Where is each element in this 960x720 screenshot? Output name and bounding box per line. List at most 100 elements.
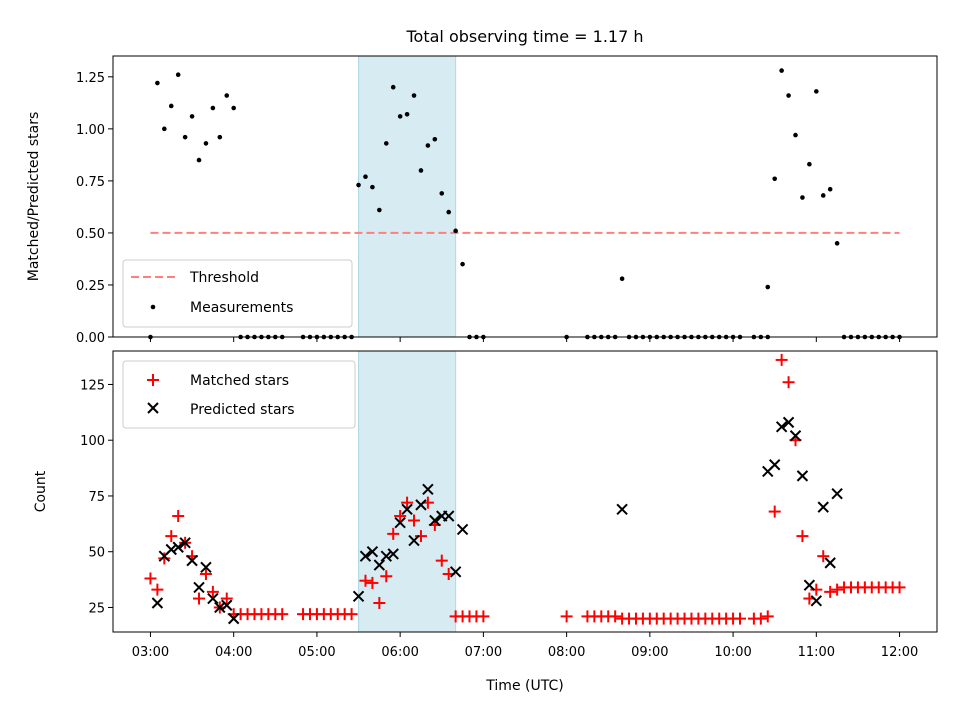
bottom-y-axis-label: Count [33,470,49,512]
observing-window-span [358,55,457,338]
measurement-point [203,141,209,146]
x-tick-label: 07:00 [465,645,502,660]
predicted-star-point [796,470,809,482]
predicted-star-point [429,514,441,527]
predicted-star-point [200,561,212,574]
matched-star-point [144,572,157,585]
measurement-point [363,174,368,180]
predicted-star-point [179,537,191,549]
matched-star-point [824,585,837,598]
matched-star-point [734,612,747,625]
predicted-star-point [352,590,365,603]
measurement-point [800,195,805,200]
y-tick-label: 1.25 [76,71,105,86]
measurement-point [786,93,791,98]
matched-star-point [782,376,795,389]
y-tick-label: 1.00 [76,123,105,138]
predicted-star-point [186,554,198,567]
x-tick-label: 11:00 [798,645,835,660]
matched-star-point [408,514,421,527]
predicted-star-point [803,579,816,591]
y-tick-label: 0.50 [76,227,105,242]
measurement-point [619,276,625,282]
matched-star-point [394,510,407,523]
predicted-star-point [151,597,164,609]
matched-star-point [560,610,573,623]
predicted-star-point [227,612,240,625]
chart-title: Total observing time = 1.17 h [405,27,643,46]
predicted-star-point [359,550,372,562]
matched-star-point [359,574,372,587]
predicted-star-point [768,459,781,471]
matched-star-point [165,530,178,543]
measurement-point [793,132,798,138]
matched-star-point [199,568,212,581]
top-y-axis-label: Matched/Predicted stars [26,112,42,282]
measurement-point [210,105,216,111]
matched-star-point [172,510,185,523]
measurement-point [411,93,417,98]
predicted-star-point [165,543,177,556]
top-panel: 0.00 0.25 0.50 0.75 1.00 1.25 Total observing… [26,27,938,346]
measurement-point [814,89,819,94]
measurement-point [217,134,223,140]
measurement-point [168,103,174,109]
legend-measurements-label: Measurements [190,300,293,316]
measurement-point [383,141,389,146]
measurement-point [765,284,771,290]
measurement-point [397,114,403,119]
measurement-point [820,193,826,198]
predicted-star-point [193,581,205,594]
predicted-star-point [394,517,406,529]
predicted-star-point [831,488,843,500]
measurement-point [404,111,410,117]
predicted-star-point [380,550,392,562]
x-tick-label: 04:00 [215,645,252,660]
predicted-star-point [366,546,379,558]
matched-star-point [366,576,379,589]
matched-star-point [401,496,414,509]
legend-threshold-label: Threshold [189,270,259,286]
legend-matched-label: Matched stars [190,373,289,389]
matched-legend-marker [147,374,159,386]
matched-star-point [206,585,219,598]
matched-star-point [796,530,809,543]
measurement-point [779,68,784,73]
x-tick-label: 08:00 [548,645,585,660]
measurement-point [807,161,812,167]
matched-star-point [345,608,358,621]
matched-star-point [761,610,774,623]
measurement-point [418,168,424,173]
bottom-panel: 25 50 75 100 125 03:00 04:00 05:00 06:00 07:00 08:… [33,350,938,694]
bottom-plot-frame [112,350,938,633]
matched-star-point [754,612,767,625]
top-legend: Threshold Measurements [122,259,353,328]
x-tick-label: 10:00 [714,645,751,660]
predicted-star-point [415,499,427,511]
predicted-star-point [810,595,823,607]
predicted-star-point [789,430,802,442]
measurement-point [460,261,465,267]
predicted-star-point [408,534,420,547]
y-tick-label: 25 [88,601,105,616]
measurement-point [224,93,230,98]
matched-star-point [373,597,386,610]
observing-window-span [358,350,457,633]
predicted-star-point [422,483,434,495]
measurements-legend-marker [150,304,156,310]
measurement-point [356,182,361,188]
x-tick-label: 09:00 [631,645,668,660]
legend-predicted-label: Predicted stars [190,402,295,418]
measurement-point [439,191,445,196]
matched-star-point [220,592,233,605]
matched-star-point [775,353,788,366]
measurement-point [189,114,195,119]
predicted-star-point [456,523,469,536]
y-tick-label: 0.75 [76,175,105,190]
matched-star-point [477,610,490,623]
x-axis-label: Time (UTC) [485,678,563,694]
y-tick-label: 100 [80,434,105,449]
matched-star-point [435,554,448,567]
matched-star-point [380,570,393,583]
